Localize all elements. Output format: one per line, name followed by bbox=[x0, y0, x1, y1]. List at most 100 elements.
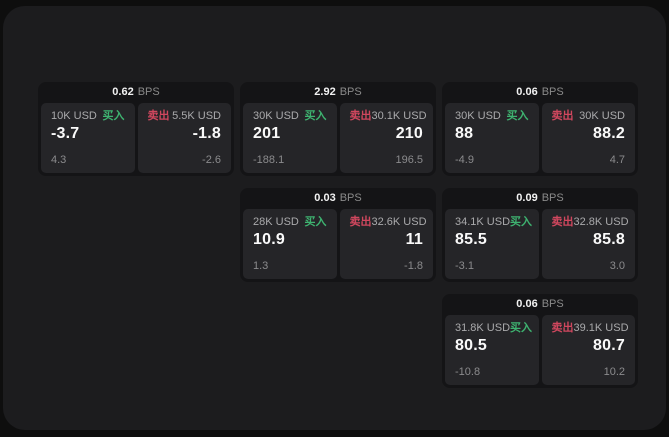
buy-sell-panels: 10K USD 买入 -3.7 4.3 卖出 5.5K USD -1.8 -2.… bbox=[41, 103, 231, 173]
card-header: 0.09 BPS bbox=[445, 188, 635, 209]
sell-panel-top-row: 卖出 30K USD bbox=[552, 111, 626, 122]
sell-panel[interactable]: 卖出 32.6K USD 11 -1.8 bbox=[339, 209, 433, 279]
buy-amount: 10K USD bbox=[51, 110, 97, 122]
buy-price: 80.5 bbox=[455, 337, 487, 354]
buy-amount: 31.8K USD bbox=[455, 322, 511, 334]
sell-delta: 3.0 bbox=[609, 260, 625, 272]
bps-value: 2.92 bbox=[314, 86, 336, 98]
buy-delta: 1.3 bbox=[253, 260, 269, 272]
buy-price: -3.7 bbox=[51, 125, 80, 142]
quote-card: 0.03 BPS 28K USD 买入 10.9 1.3 卖出 32.6K US… bbox=[240, 188, 436, 282]
sell-side-label: 卖出 bbox=[349, 110, 372, 122]
buy-side-label: 买入 bbox=[510, 216, 533, 228]
sell-delta: 196.5 bbox=[395, 154, 423, 166]
buy-amount: 30K USD bbox=[253, 110, 299, 122]
buy-price: 201 bbox=[253, 125, 281, 142]
buy-amount: 28K USD bbox=[253, 216, 299, 228]
bps-value: 0.03 bbox=[314, 192, 336, 204]
buy-panel[interactable]: 31.8K USD 买入 80.5 -10.8 bbox=[445, 315, 539, 385]
card-header: 2.92 BPS bbox=[243, 82, 433, 103]
sell-panel-top-row: 卖出 32.8K USD bbox=[551, 216, 629, 228]
buy-panel[interactable]: 30K USD 买入 201 -188.1 bbox=[243, 103, 337, 173]
buy-delta: -10.8 bbox=[455, 366, 481, 378]
buy-panel-top-row: 28K USD 买入 bbox=[253, 217, 327, 228]
quote-card: 2.92 BPS 30K USD 买入 201 -188.1 卖出 30.1K … bbox=[240, 82, 436, 176]
sell-panel-top-row: 卖出 5.5K USD bbox=[148, 111, 222, 122]
bps-value: 0.09 bbox=[516, 192, 538, 204]
sell-panel[interactable]: 卖出 39.1K USD 80.7 10.2 bbox=[541, 315, 635, 385]
bps-unit-label: BPS bbox=[339, 86, 362, 98]
sell-side-label: 卖出 bbox=[551, 322, 574, 334]
sell-panel-top-row: 卖出 30.1K USD bbox=[349, 110, 427, 122]
card-header: 0.06 BPS bbox=[445, 294, 635, 315]
buy-side-label: 买入 bbox=[304, 110, 327, 122]
buy-sell-panels: 31.8K USD 买入 80.5 -10.8 卖出 39.1K USD 80.… bbox=[445, 315, 635, 385]
buy-panel[interactable]: 34.1K USD 买入 85.5 -3.1 bbox=[445, 209, 539, 279]
buy-panel-top-row: 31.8K USD 买入 bbox=[455, 322, 533, 334]
sell-delta: -1.8 bbox=[404, 260, 423, 272]
bps-unit-label: BPS bbox=[541, 298, 564, 310]
sell-panel[interactable]: 卖出 5.5K USD -1.8 -2.6 bbox=[137, 103, 231, 173]
quote-card: 0.06 BPS 31.8K USD 买入 80.5 -10.8 卖出 39.1… bbox=[442, 294, 638, 388]
buy-sell-panels: 30K USD 买入 88 -4.9 卖出 30K USD 88.2 4.7 bbox=[445, 103, 635, 173]
buy-amount: 30K USD bbox=[455, 110, 501, 122]
sell-amount: 30K USD bbox=[579, 110, 625, 122]
buy-panel-top-row: 10K USD 买入 bbox=[51, 111, 125, 122]
bps-unit-label: BPS bbox=[541, 86, 564, 98]
buy-delta: 4.3 bbox=[51, 154, 67, 166]
sell-panel[interactable]: 卖出 30.1K USD 210 196.5 bbox=[339, 103, 433, 173]
buy-side-label: 买入 bbox=[510, 322, 533, 334]
bps-unit-label: BPS bbox=[137, 86, 160, 98]
sell-price: 11 bbox=[405, 231, 423, 248]
buy-panel-top-row: 30K USD 买入 bbox=[253, 111, 327, 122]
sell-panel-top-row: 卖出 32.6K USD bbox=[350, 216, 427, 228]
sell-amount: 39.1K USD bbox=[573, 322, 629, 334]
buy-sell-panels: 30K USD 买入 201 -188.1 卖出 30.1K USD 210 1… bbox=[243, 103, 433, 173]
sell-panel[interactable]: 卖出 30K USD 88.2 4.7 bbox=[541, 103, 635, 173]
sell-price: 88.2 bbox=[593, 125, 625, 142]
buy-side-label: 买入 bbox=[506, 110, 529, 122]
buy-delta: -3.1 bbox=[455, 260, 474, 272]
buy-price: 88 bbox=[455, 125, 474, 142]
buy-panel[interactable]: 10K USD 买入 -3.7 4.3 bbox=[41, 103, 135, 173]
card-header: 0.03 BPS bbox=[243, 188, 433, 209]
quote-card: 0.09 BPS 34.1K USD 买入 85.5 -3.1 卖出 32.8K… bbox=[442, 188, 638, 282]
sell-side-label: 卖出 bbox=[551, 110, 574, 122]
sell-side-label: 卖出 bbox=[551, 216, 574, 228]
bps-value: 0.06 bbox=[516, 86, 538, 98]
buy-price: 85.5 bbox=[455, 231, 487, 248]
buy-delta: -188.1 bbox=[253, 154, 285, 166]
buy-side-label: 买入 bbox=[102, 110, 125, 122]
buy-panel[interactable]: 30K USD 买入 88 -4.9 bbox=[445, 103, 539, 173]
sell-price: 210 bbox=[395, 125, 423, 142]
buy-panel-top-row: 30K USD 买入 bbox=[455, 111, 529, 122]
buy-panel-top-row: 34.1K USD 买入 bbox=[455, 216, 533, 228]
sell-amount: 32.6K USD bbox=[371, 216, 427, 228]
quote-cards-grid: 0.62 BPS 10K USD 买入 -3.7 4.3 卖出 5.5K USD bbox=[38, 82, 638, 388]
sell-panel[interactable]: 卖出 32.8K USD 85.8 3.0 bbox=[541, 209, 635, 279]
sell-price: 80.7 bbox=[593, 337, 625, 354]
sell-price: -1.8 bbox=[192, 125, 221, 142]
quote-card: 0.06 BPS 30K USD 买入 88 -4.9 卖出 30K USD bbox=[442, 82, 638, 176]
buy-amount: 34.1K USD bbox=[455, 216, 511, 228]
sell-side-label: 卖出 bbox=[147, 110, 170, 122]
app-window: 0.62 BPS 10K USD 买入 -3.7 4.3 卖出 5.5K USD bbox=[3, 6, 666, 430]
buy-sell-panels: 34.1K USD 买入 85.5 -3.1 卖出 32.8K USD 85.8… bbox=[445, 209, 635, 279]
sell-amount: 32.8K USD bbox=[573, 216, 629, 228]
buy-sell-panels: 28K USD 买入 10.9 1.3 卖出 32.6K USD 11 -1.8 bbox=[243, 209, 433, 279]
sell-amount: 5.5K USD bbox=[172, 110, 221, 122]
buy-delta: -4.9 bbox=[455, 154, 474, 166]
sell-panel-top-row: 卖出 39.1K USD bbox=[551, 322, 629, 334]
bps-unit-label: BPS bbox=[541, 192, 564, 204]
buy-panel[interactable]: 28K USD 买入 10.9 1.3 bbox=[243, 209, 337, 279]
card-header: 0.06 BPS bbox=[445, 82, 635, 103]
sell-amount: 30.1K USD bbox=[371, 110, 427, 122]
card-header: 0.62 BPS bbox=[41, 82, 231, 103]
bps-unit-label: BPS bbox=[339, 192, 362, 204]
sell-price: 85.8 bbox=[593, 231, 625, 248]
buy-side-label: 买入 bbox=[304, 216, 327, 228]
bps-value: 0.62 bbox=[112, 86, 134, 98]
quote-card: 0.62 BPS 10K USD 买入 -3.7 4.3 卖出 5.5K USD bbox=[38, 82, 234, 176]
sell-delta: -2.6 bbox=[202, 154, 221, 166]
sell-delta: 4.7 bbox=[609, 154, 625, 166]
